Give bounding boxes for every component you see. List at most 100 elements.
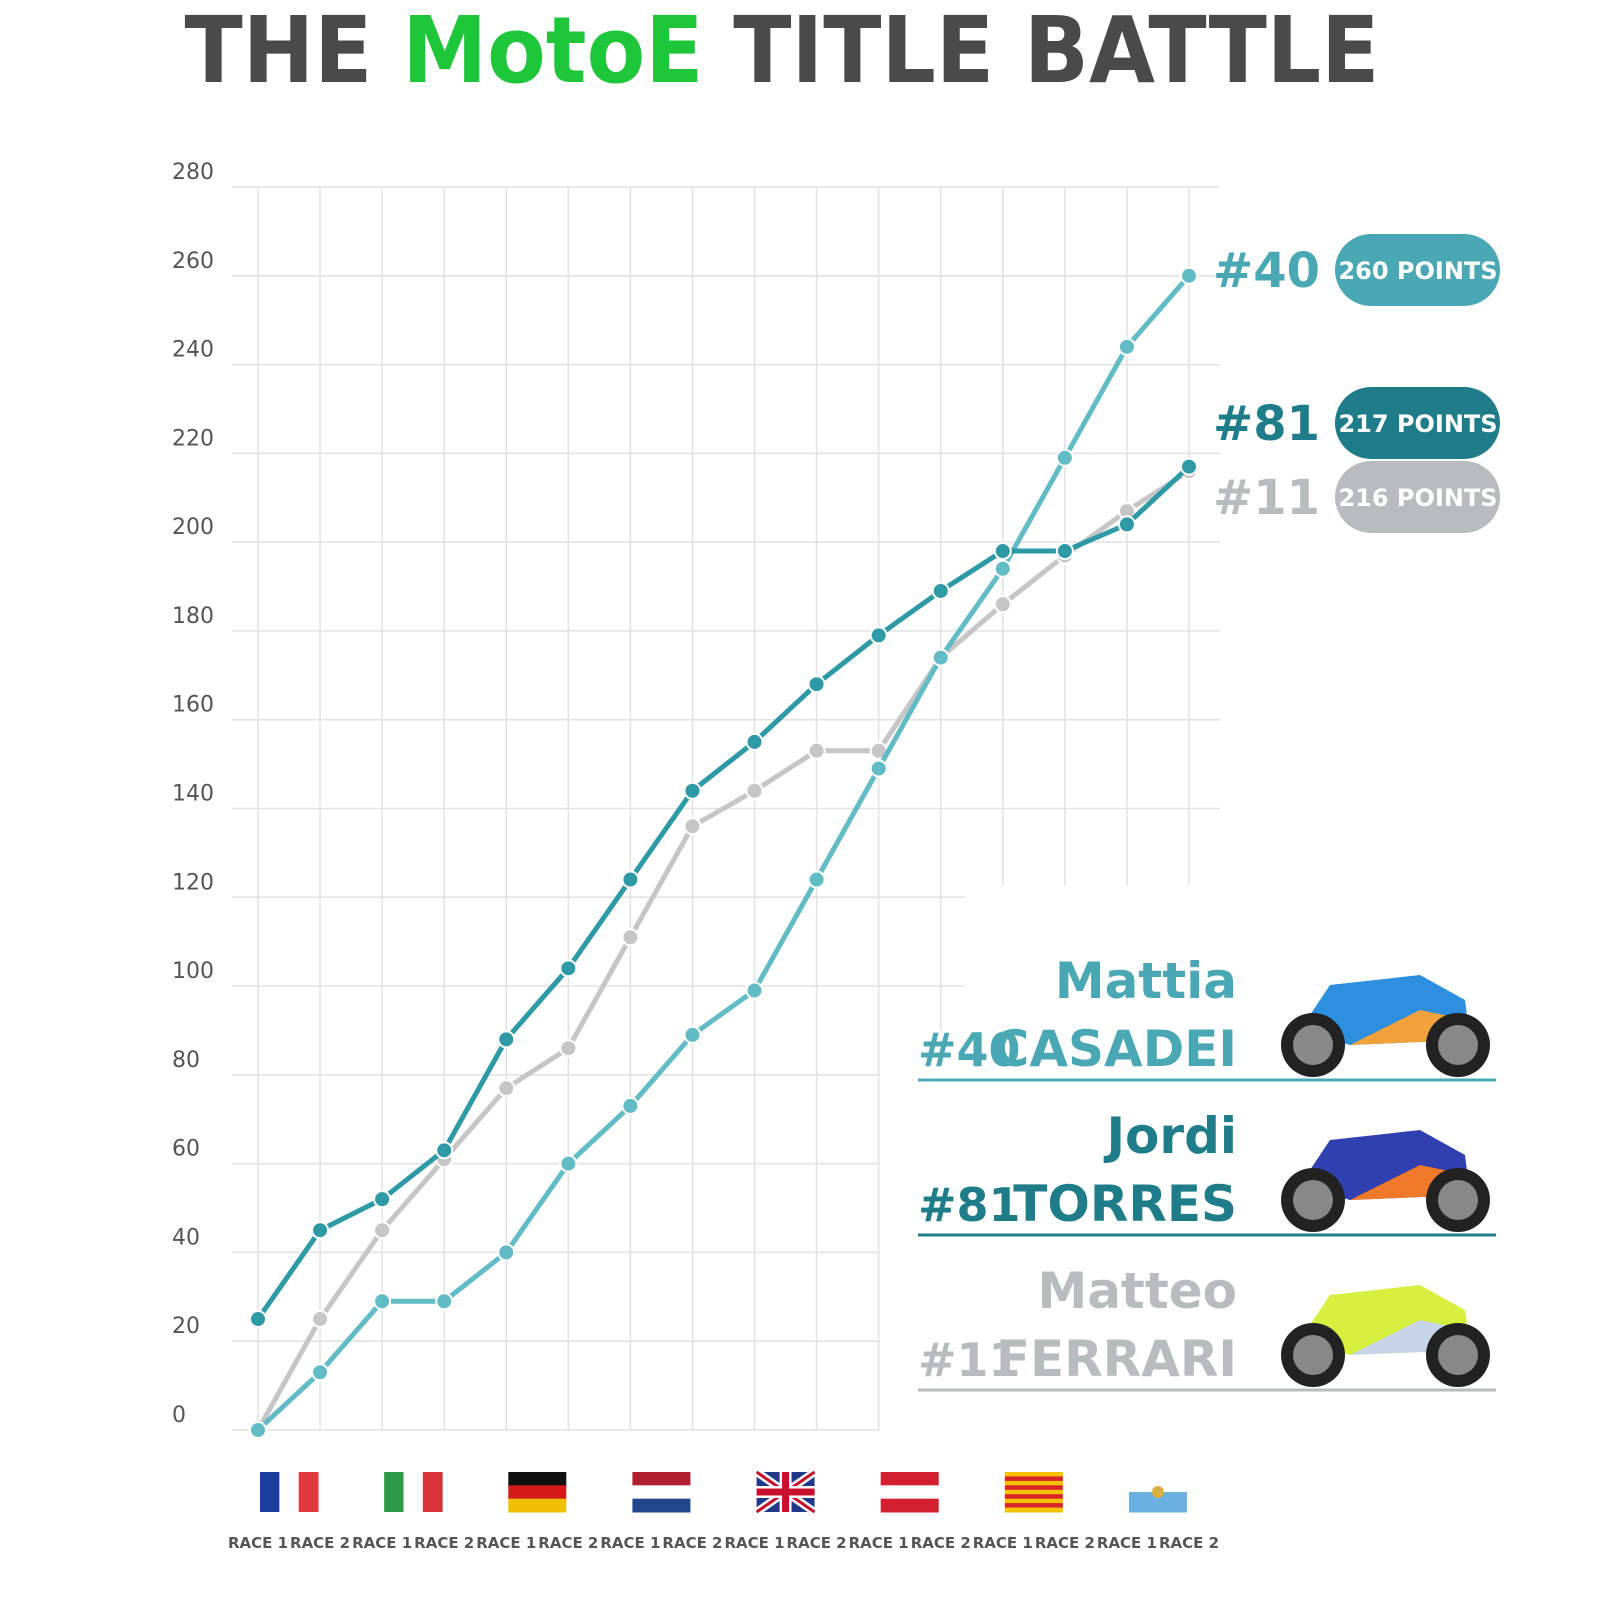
flag bbox=[754, 1468, 817, 1516]
point bbox=[807, 870, 826, 889]
flag bbox=[880, 1472, 939, 1513]
flag-part bbox=[384, 1472, 404, 1512]
flag bbox=[1128, 1472, 1187, 1513]
y-tick-label: 60 bbox=[172, 1137, 200, 1162]
point bbox=[559, 1154, 578, 1173]
flag-part bbox=[279, 1472, 300, 1512]
y-tick-label: 80 bbox=[172, 1048, 200, 1073]
point bbox=[993, 595, 1012, 614]
flag-part bbox=[508, 1472, 567, 1486]
x-tick-label: RACE 2 bbox=[538, 1534, 598, 1552]
point bbox=[621, 870, 640, 889]
y-tick-label: 200 bbox=[172, 515, 214, 540]
flag-part bbox=[1004, 1498, 1063, 1504]
points-label: 260 POINTS bbox=[1338, 257, 1497, 285]
flag bbox=[632, 1472, 691, 1513]
point bbox=[931, 648, 950, 667]
x-tick-label: RACE 2 bbox=[911, 1534, 971, 1552]
flag-part bbox=[880, 1485, 939, 1500]
rider-first-name: Matteo bbox=[1037, 1262, 1237, 1320]
point bbox=[435, 1141, 454, 1160]
point bbox=[1180, 266, 1198, 285]
points-label: 217 POINTS bbox=[1338, 410, 1497, 438]
flag-part bbox=[1004, 1494, 1063, 1500]
x-tick-label: RACE 1 bbox=[849, 1534, 909, 1552]
point bbox=[373, 1190, 392, 1209]
x-tick-label: RACE 1 bbox=[352, 1534, 412, 1552]
point bbox=[497, 1079, 516, 1098]
points-label: 216 POINTS bbox=[1338, 484, 1497, 512]
rider-last-name: CASADEI bbox=[993, 1020, 1237, 1078]
bike-wheel bbox=[1438, 1180, 1478, 1220]
point bbox=[869, 626, 888, 645]
flag-part bbox=[1004, 1476, 1063, 1482]
x-tick-label: RACE 2 bbox=[1159, 1534, 1219, 1552]
flag-part bbox=[508, 1498, 567, 1513]
rider-number: #40 bbox=[918, 1023, 1021, 1077]
bike-wheel bbox=[1293, 1180, 1333, 1220]
x-tick-label: RACE 1 bbox=[1097, 1534, 1157, 1552]
point bbox=[559, 1039, 578, 1058]
y-tick-label: 220 bbox=[172, 426, 214, 451]
title-part: THE bbox=[185, 0, 373, 104]
point bbox=[807, 741, 826, 760]
legend-badge bbox=[1335, 387, 1500, 459]
point bbox=[1055, 448, 1074, 467]
flag-part bbox=[1004, 1485, 1063, 1491]
bike-wheel bbox=[1293, 1335, 1333, 1375]
x-tick-label: RACE 2 bbox=[290, 1534, 350, 1552]
y-tick-label: 280 bbox=[172, 160, 214, 185]
flag-part bbox=[1128, 1492, 1187, 1513]
bike-wheel bbox=[1293, 1025, 1333, 1065]
flag-part bbox=[298, 1472, 319, 1512]
x-tick-label: RACE 1 bbox=[973, 1534, 1033, 1552]
flag-part bbox=[632, 1472, 691, 1486]
flag bbox=[508, 1472, 567, 1513]
x-tick-label: RACE 1 bbox=[228, 1534, 288, 1552]
bike bbox=[1281, 975, 1490, 1077]
x-tick-label: RACE 2 bbox=[662, 1534, 722, 1552]
rider-first-name: Jordi bbox=[1103, 1107, 1237, 1165]
y-tick-label: 40 bbox=[172, 1225, 200, 1250]
point bbox=[621, 1096, 640, 1115]
y-tick-label: 140 bbox=[172, 782, 214, 807]
rider-number: #11 bbox=[918, 1333, 1021, 1387]
legend-badge bbox=[1335, 234, 1500, 306]
bike bbox=[1281, 1285, 1490, 1387]
point bbox=[311, 1363, 330, 1382]
point bbox=[931, 581, 950, 600]
flag-part bbox=[632, 1498, 691, 1513]
flag-part bbox=[260, 1472, 280, 1512]
flag-part bbox=[1004, 1503, 1063, 1509]
rider-last-name: TORRES bbox=[1013, 1175, 1237, 1233]
flag-part bbox=[1004, 1507, 1063, 1513]
flag bbox=[384, 1472, 443, 1512]
point bbox=[249, 1421, 267, 1439]
flag bbox=[260, 1472, 319, 1512]
point bbox=[1117, 515, 1136, 534]
bike-wheel bbox=[1438, 1335, 1478, 1375]
flag-part bbox=[508, 1485, 567, 1500]
flag-part bbox=[880, 1498, 939, 1513]
y-tick-label: 160 bbox=[172, 693, 214, 718]
point bbox=[745, 732, 764, 751]
title-part: TITLE BATTLE bbox=[733, 0, 1379, 104]
flag bbox=[1004, 1472, 1063, 1513]
rider-number: #81 bbox=[918, 1178, 1021, 1232]
point bbox=[683, 817, 702, 836]
chart-title: THE MotoE TITLE BATTLE bbox=[185, 0, 1380, 104]
rider-last-name: FERRARI bbox=[996, 1330, 1237, 1388]
flag-part bbox=[1004, 1472, 1063, 1477]
legend-badge bbox=[1335, 461, 1500, 533]
point bbox=[745, 981, 764, 1000]
point bbox=[683, 781, 702, 800]
y-tick-label: 180 bbox=[172, 604, 214, 629]
y-tick-label: 20 bbox=[172, 1314, 200, 1339]
x-tick-label: RACE 2 bbox=[1035, 1534, 1095, 1552]
point bbox=[621, 928, 640, 947]
card-panel bbox=[965, 885, 1240, 1035]
x-tick-label: RACE 1 bbox=[724, 1534, 784, 1552]
flag-part bbox=[1151, 1486, 1164, 1498]
y-tick-label: 260 bbox=[172, 249, 214, 274]
